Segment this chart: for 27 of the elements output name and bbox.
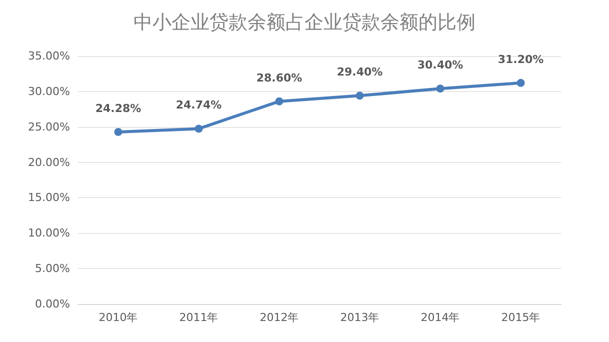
data-label: 28.60%	[256, 71, 302, 84]
y-tick-label: 0.00%	[35, 298, 70, 310]
y-tick-label: 15.00%	[28, 191, 70, 204]
y-tick-label: 30.00%	[28, 84, 70, 98]
y-tick-label: 10.00%	[28, 226, 70, 240]
point	[516, 78, 525, 87]
x-tick-label: 2010年	[98, 311, 138, 324]
point	[275, 97, 284, 106]
y-tick-label: 35.00%	[28, 50, 70, 62]
y-tick-label: 20.00%	[28, 156, 70, 169]
x-tick-label: 2014年	[420, 311, 460, 324]
x-tick-label: 2011年	[179, 311, 218, 324]
chart-title: 中小企业贷款余额占企业贷款余额的比例	[134, 12, 476, 34]
point	[114, 128, 122, 136]
point	[436, 84, 444, 93]
y-tick-label: 5.00%	[35, 262, 70, 276]
data-label: 24.74%	[176, 98, 222, 112]
data-label: 31.20%	[498, 52, 544, 66]
point	[356, 92, 364, 100]
y-tick-label: 25.00%	[28, 120, 70, 134]
x-tick-label: 2012年	[260, 311, 299, 324]
data-label: 29.40%	[336, 66, 383, 79]
x-tick-label: 2013年	[340, 311, 380, 324]
data-label: 24.28%	[95, 102, 142, 115]
data-label: 30.40%	[417, 58, 464, 72]
x-tick-label: 2015年	[501, 311, 540, 324]
point	[194, 124, 203, 133]
